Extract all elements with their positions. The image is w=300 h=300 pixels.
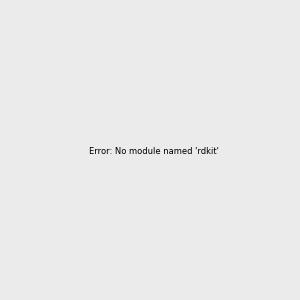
Text: Error: No module named 'rdkit': Error: No module named 'rdkit' (89, 147, 219, 156)
